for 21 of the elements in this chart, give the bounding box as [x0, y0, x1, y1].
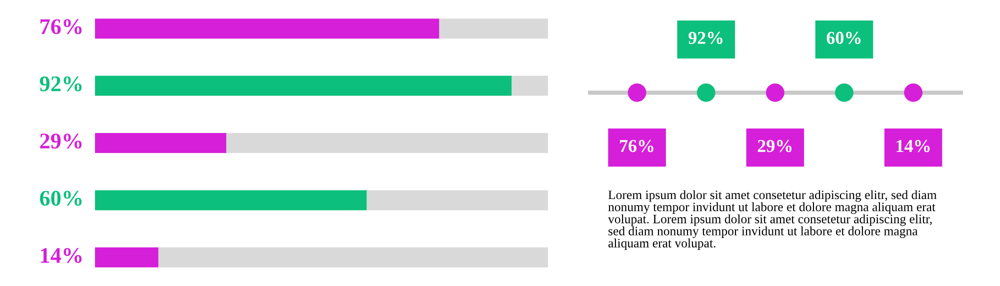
bar: [95, 190, 367, 210]
text: 14%: [896, 140, 930, 152]
bar: [366, 190, 548, 210]
data-label: 92%: [40, 76, 82, 92]
text: 92%: [688, 32, 722, 44]
bar: [226, 132, 548, 154]
text: Lorem ipsum dolor sit amet consetetur adipiscing elitr, sed diam nonumy tempor invidunt ut labore et dolore magna aliquam erat volupat. Lorem ipsum dolor sit amet consetetur adipiscing elitr, sed diam nonumy tempor invidunt ut labore et dolore magna aliquam erat volupat.: [608, 190, 937, 250]
bar: [158, 247, 548, 268]
bar: [95, 76, 512, 96]
text: 60%: [826, 32, 861, 44]
bar: [95, 247, 158, 268]
data-label: 14%: [41, 248, 82, 264]
bar: [512, 76, 548, 96]
data-label: 60%: [40, 190, 82, 206]
data-label: 76%: [40, 19, 82, 34]
bar: [439, 18, 548, 39]
text: 29%: [758, 140, 792, 152]
bar: [95, 132, 226, 154]
bar: [95, 18, 440, 39]
text: 76%: [620, 140, 654, 152]
data-label: 29%: [40, 134, 82, 149]
